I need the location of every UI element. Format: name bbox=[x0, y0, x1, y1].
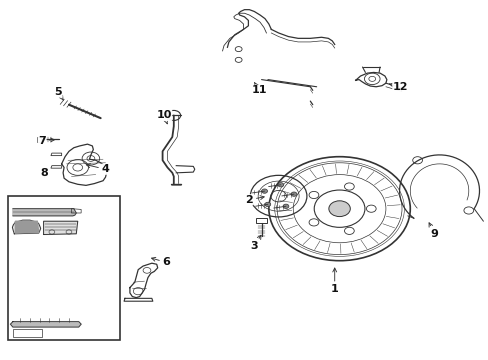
Text: 10: 10 bbox=[156, 111, 171, 124]
Text: 1: 1 bbox=[330, 268, 338, 294]
Text: 4: 4 bbox=[86, 164, 109, 174]
Text: 2: 2 bbox=[245, 195, 264, 205]
Text: 9: 9 bbox=[428, 223, 438, 239]
Circle shape bbox=[328, 201, 349, 217]
Circle shape bbox=[277, 183, 283, 187]
Circle shape bbox=[261, 189, 267, 193]
Text: 8: 8 bbox=[41, 168, 48, 178]
Circle shape bbox=[283, 204, 288, 208]
Text: 7: 7 bbox=[38, 136, 54, 145]
Polygon shape bbox=[15, 221, 39, 233]
Text: 5: 5 bbox=[54, 87, 63, 100]
Bar bbox=[8, 196, 120, 339]
Polygon shape bbox=[10, 321, 81, 327]
Text: 11: 11 bbox=[251, 82, 266, 95]
Polygon shape bbox=[12, 220, 41, 234]
Polygon shape bbox=[37, 136, 41, 142]
Polygon shape bbox=[43, 221, 78, 234]
Text: 12: 12 bbox=[388, 82, 407, 92]
Text: 3: 3 bbox=[250, 235, 261, 251]
Circle shape bbox=[290, 192, 296, 196]
Polygon shape bbox=[13, 209, 76, 216]
Circle shape bbox=[264, 202, 270, 207]
Text: 6: 6 bbox=[151, 257, 170, 267]
